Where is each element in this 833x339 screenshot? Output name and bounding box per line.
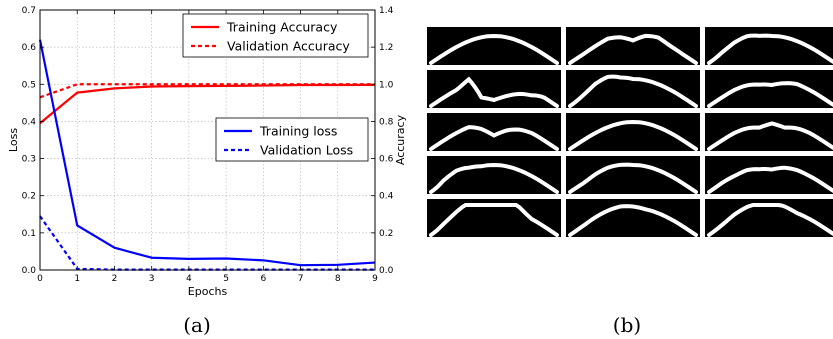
mask-image-tile [705, 199, 833, 237]
mask-image-tile [427, 156, 561, 194]
mask-contour [568, 162, 698, 194]
mask-background [427, 70, 561, 108]
mask-image-tile [566, 27, 700, 65]
mask-contour [429, 76, 559, 108]
y-tick-label: 0.7 [22, 6, 36, 16]
x-tick-label: 3 [149, 274, 155, 284]
plot-frame [39, 9, 376, 271]
y-axis-label: Loss [7, 128, 20, 152]
mask-background [566, 70, 700, 108]
mask-image-tile [705, 70, 833, 108]
x-tick-label: 5 [223, 274, 229, 284]
mask-image-tile [427, 199, 561, 237]
mask-background [705, 113, 833, 151]
y-tick-label: 0.1 [22, 229, 36, 239]
mask-image-tile [705, 156, 833, 194]
y2-tick-label: 0.4 [379, 192, 394, 202]
mask-background [566, 113, 700, 151]
legend-label: Validation Loss [260, 143, 353, 158]
mask-background [427, 113, 561, 151]
mask-image-tile [566, 156, 700, 194]
mask-contour [707, 203, 833, 237]
caption-a: (a) [183, 313, 211, 337]
mask-image-tile [566, 113, 700, 151]
x-tick-label: 1 [74, 274, 80, 284]
y2-tick-label: 1.0 [379, 80, 394, 90]
mask-contour [429, 203, 559, 237]
mask-contour [568, 74, 698, 108]
x-tick-label: 8 [335, 274, 341, 284]
mask-contour [707, 33, 833, 65]
mask-background [566, 156, 700, 194]
y2-axis-label: Accuracy [394, 114, 407, 165]
y-tick-label: 0.0 [22, 266, 37, 276]
mask-contour [429, 33, 559, 65]
y2-tick-label: 0.0 [379, 266, 394, 276]
caption-b: (b) [613, 313, 641, 337]
y2-tick-label: 1.2 [379, 43, 393, 53]
mask-contour [568, 204, 698, 237]
mask-background [705, 27, 833, 65]
mask-image-tile [566, 199, 700, 237]
legend-label: Validation Accuracy [227, 39, 350, 54]
loss-accuracy-chart: 0 1 2 3 4 5 6 7 8 90.00.10.20.30.40.50.60.70.00.2… [7, 6, 407, 298]
y-tick-label: 0.2 [22, 192, 36, 202]
y-tick-label: 0.6 [22, 43, 37, 53]
mask-contour [707, 121, 833, 151]
legends: Training Accuracy Validation Accuracy Trai… [182, 13, 369, 162]
mask-contour [707, 81, 833, 108]
y2-tick-label: 0.2 [379, 229, 393, 239]
mask-image-tile [427, 70, 561, 108]
y-tick-label: 0.5 [22, 80, 36, 90]
x-tick-label: 6 [260, 274, 266, 284]
y2-tick-label: 1.4 [379, 6, 394, 16]
x-tick-label: 9 [372, 274, 378, 284]
mask-contour [429, 125, 559, 151]
mask-image-tile [427, 113, 561, 151]
y-tick-label: 0.4 [22, 117, 37, 127]
mask-image-tile [705, 113, 833, 151]
mask-image-tile [705, 27, 833, 65]
series-line-1 [39, 83, 375, 99]
mask-background [566, 27, 700, 65]
mask-contour [429, 162, 559, 194]
mask-background [705, 156, 833, 194]
x-tick-label: 4 [186, 274, 192, 284]
y-tick-label: 0.3 [22, 155, 36, 165]
mask-image-tile [427, 27, 561, 65]
mask-background [705, 70, 833, 108]
x-axis-label: Epochs [188, 285, 228, 298]
series-lines [38, 39, 376, 271]
legend-box [182, 13, 369, 58]
y2-tick-label: 0.6 [379, 155, 394, 165]
mask-contour [568, 119, 698, 151]
legend-label: Training Accuracy [226, 20, 338, 35]
x-tick-label: 7 [298, 274, 304, 284]
mask-image-tile [566, 70, 700, 108]
x-tick-label: 0 [37, 274, 43, 284]
series-line-2 [38, 39, 376, 267]
axis-ticks: 0 1 2 3 4 5 6 7 8 90.00.10.20.30.40.50.60.70.00.2… [22, 6, 394, 284]
mask-contour [568, 33, 698, 65]
mask-contour [707, 165, 833, 194]
legend-box [215, 117, 369, 162]
image-grid [427, 27, 833, 237]
x-tick-label: 2 [112, 274, 118, 284]
y2-tick-label: 0.8 [379, 117, 394, 127]
legend-label: Training loss [259, 124, 337, 139]
mask-background [427, 27, 561, 65]
